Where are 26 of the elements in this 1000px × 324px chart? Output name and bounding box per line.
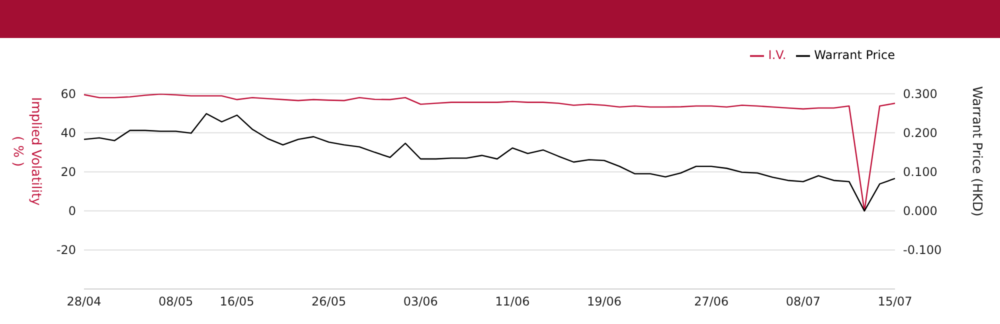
x-tick-label: 27/06 (694, 294, 729, 309)
x-tick-label: 08/05 (158, 294, 194, 309)
line-series (84, 94, 895, 212)
y2-axis-title: Warrant Price (HKD) (969, 86, 984, 216)
y2-tick-label: 0.200 (903, 126, 938, 140)
y-tick-label: 60 (60, 86, 76, 101)
x-tick-label: 16/05 (220, 294, 254, 309)
x-tick-label: 03/06 (403, 294, 438, 309)
line-series (84, 112, 895, 212)
y2-tick-label: 0.300 (903, 86, 938, 101)
x-tick-label: 11/06 (495, 294, 530, 309)
y-tick-label: 40 (60, 126, 76, 140)
x-tick-label: 19/06 (586, 294, 622, 309)
y2-tick-label: -0.100 (903, 243, 942, 258)
y2-tick-label: 0.100 (903, 165, 938, 180)
x-tick-label: 08/07 (786, 294, 820, 309)
legend-label: Warrant Price (814, 48, 895, 62)
x-tick-label: 15/07 (878, 294, 912, 309)
y-axis-title: Implied Volatility ( % ) (10, 97, 43, 206)
y2-tick-label: 0.000 (903, 204, 938, 218)
y-tick-label: 0 (68, 204, 76, 218)
x-tick-label: 28/04 (66, 294, 102, 309)
legend-label: I.V. (768, 48, 786, 62)
x-tick-label: 26/05 (312, 294, 346, 309)
y-tick-label: -20 (56, 243, 76, 258)
y-tick-label: 20 (60, 165, 76, 180)
